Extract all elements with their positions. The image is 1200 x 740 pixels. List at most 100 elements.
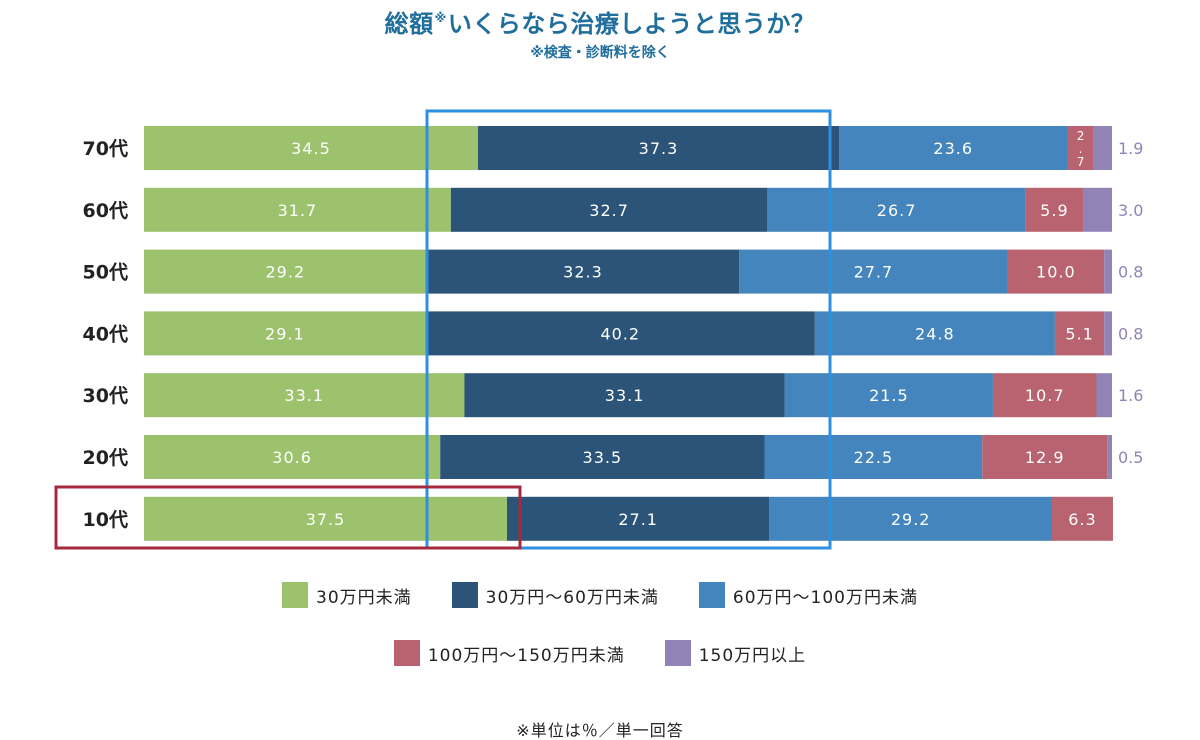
bar-segment xyxy=(839,126,1068,170)
highlight-frame-red xyxy=(54,485,522,550)
value-label: 32.3 xyxy=(563,263,603,282)
bar-segment xyxy=(144,187,451,232)
legend-swatch xyxy=(664,640,691,666)
bar-segment xyxy=(507,496,770,541)
chart-subtitle: ※検査・診断料を除く xyxy=(530,45,670,61)
value-label: 30.6 xyxy=(272,448,312,467)
bar-segment xyxy=(1051,496,1113,541)
title-main-before: 総額 xyxy=(384,10,434,38)
bar-segment xyxy=(144,126,478,170)
value-label: 33.1 xyxy=(284,386,324,405)
value-label: 10.0 xyxy=(1036,263,1076,282)
value-label: 37.3 xyxy=(639,139,679,158)
value-label-outside: 0.8 xyxy=(1118,324,1143,343)
bar-segment xyxy=(144,249,427,294)
category-label: 10代 xyxy=(83,509,128,531)
bar-segment xyxy=(992,373,1097,418)
category-label: 30代 xyxy=(83,385,128,407)
bar-segment xyxy=(739,249,1008,294)
bar-segment xyxy=(144,435,441,479)
value-label-outside: 0.5 xyxy=(1118,448,1143,467)
value-label: 29.1 xyxy=(265,324,305,343)
bar-segment xyxy=(144,373,465,418)
value-label: 37.5 xyxy=(306,510,346,529)
legend-label: 100万円～150万円未満 xyxy=(427,645,625,666)
value-label-outside: 1.9 xyxy=(1118,139,1143,158)
category-label: 70代 xyxy=(83,138,128,160)
bar-segment xyxy=(1104,311,1112,356)
bar-segment xyxy=(1025,187,1083,232)
value-label: 21.5 xyxy=(869,386,909,405)
legend-item: 30万円未満 xyxy=(282,582,412,608)
bar-segment xyxy=(1082,187,1112,232)
value-label: 32.7 xyxy=(589,201,629,220)
value-label: 5.9 xyxy=(1040,201,1068,220)
legend-label: 60万円～100万円未満 xyxy=(732,587,918,608)
chart-title: 総額※いくらなら治療しようと思うか？ xyxy=(0,4,1200,39)
title-main-after: いくらなら治療しようと思うか？ xyxy=(447,10,816,38)
category-label: 20代 xyxy=(83,447,128,469)
value-label-outside: 1.6 xyxy=(1118,386,1143,405)
title-mark: ※ xyxy=(434,11,447,25)
bar-segment xyxy=(477,126,840,170)
value-label: 6.3 xyxy=(1068,510,1096,529)
value-label: 33.5 xyxy=(583,448,623,467)
legend-swatch xyxy=(282,582,308,608)
value-label: 27.1 xyxy=(618,510,658,529)
value-label: 12.9 xyxy=(1025,448,1065,467)
legend-item: 30万円～60万円未満 xyxy=(451,582,659,608)
bar-segment xyxy=(440,435,765,479)
legend-label: 30万円未満 xyxy=(316,587,412,608)
legend-swatch xyxy=(393,640,420,666)
value-label: 27.7 xyxy=(854,263,894,282)
footnote: ※単位は％／単一回答 xyxy=(516,721,684,740)
legend-row-2: 100万円～150万円未満 150万円以上 xyxy=(0,640,1200,666)
value-label: 22.5 xyxy=(854,448,894,467)
bar-segment xyxy=(767,187,1026,232)
legend-swatch xyxy=(451,582,478,608)
bar-segment xyxy=(144,496,507,541)
category-label: 40代 xyxy=(83,323,128,345)
value-label: 33.1 xyxy=(605,386,645,405)
bar-segment xyxy=(1107,435,1112,479)
category-label: 50代 xyxy=(83,262,128,284)
bar-segment xyxy=(426,249,740,294)
bar-segment xyxy=(464,373,785,418)
legend-label: 150万円以上 xyxy=(698,645,807,666)
value-label: 34.5 xyxy=(291,139,331,158)
value-label: 31.7 xyxy=(278,201,318,220)
bar-segment xyxy=(982,435,1108,479)
category-label: 60代 xyxy=(83,200,128,222)
legend-label: 30万円～60万円未満 xyxy=(485,587,659,608)
bar-segment xyxy=(1067,126,1094,170)
highlight-frame-blue xyxy=(425,109,832,550)
bar-segment xyxy=(784,373,993,418)
bar-segment xyxy=(425,311,815,356)
value-label: 40.2 xyxy=(600,324,640,343)
bar-segment xyxy=(1096,373,1112,418)
bar-segment xyxy=(1007,249,1105,294)
value-label: 10.7 xyxy=(1025,386,1065,405)
value-label: 23.6 xyxy=(933,139,973,158)
value-label: 24.8 xyxy=(915,324,955,343)
value-label-outside: 0.8 xyxy=(1118,263,1143,282)
stacked-bar-chart: 70代 34.5 37.3 23.6 2. 7 1.9 60代 31.7 32.7 26.7 5.9 3… xyxy=(54,109,1143,550)
bar-segment xyxy=(1054,311,1105,356)
legend-swatch xyxy=(698,582,725,608)
value-label: 29.2 xyxy=(266,263,306,282)
bar-segment xyxy=(769,496,1052,541)
value-label: 5.1 xyxy=(1065,324,1093,343)
legend-item: 150万円以上 xyxy=(664,640,807,666)
bar-segment xyxy=(764,435,983,479)
value-label: 29.2 xyxy=(891,510,931,529)
legend-item: 60万円～100万円未満 xyxy=(698,582,918,608)
legend-row-1: 30万円未満 30万円～60万円未満 60万円～100万円未満 xyxy=(0,582,1200,608)
value-label-outside: 3.0 xyxy=(1118,201,1143,220)
bar-segment xyxy=(450,187,768,232)
value-label-stacked: 2.7 xyxy=(1077,129,1085,169)
bar-segment xyxy=(1093,126,1112,170)
legend-item: 100万円～150万円未満 xyxy=(393,640,625,666)
bar-segment xyxy=(814,311,1055,356)
bar-segment xyxy=(1104,249,1112,294)
